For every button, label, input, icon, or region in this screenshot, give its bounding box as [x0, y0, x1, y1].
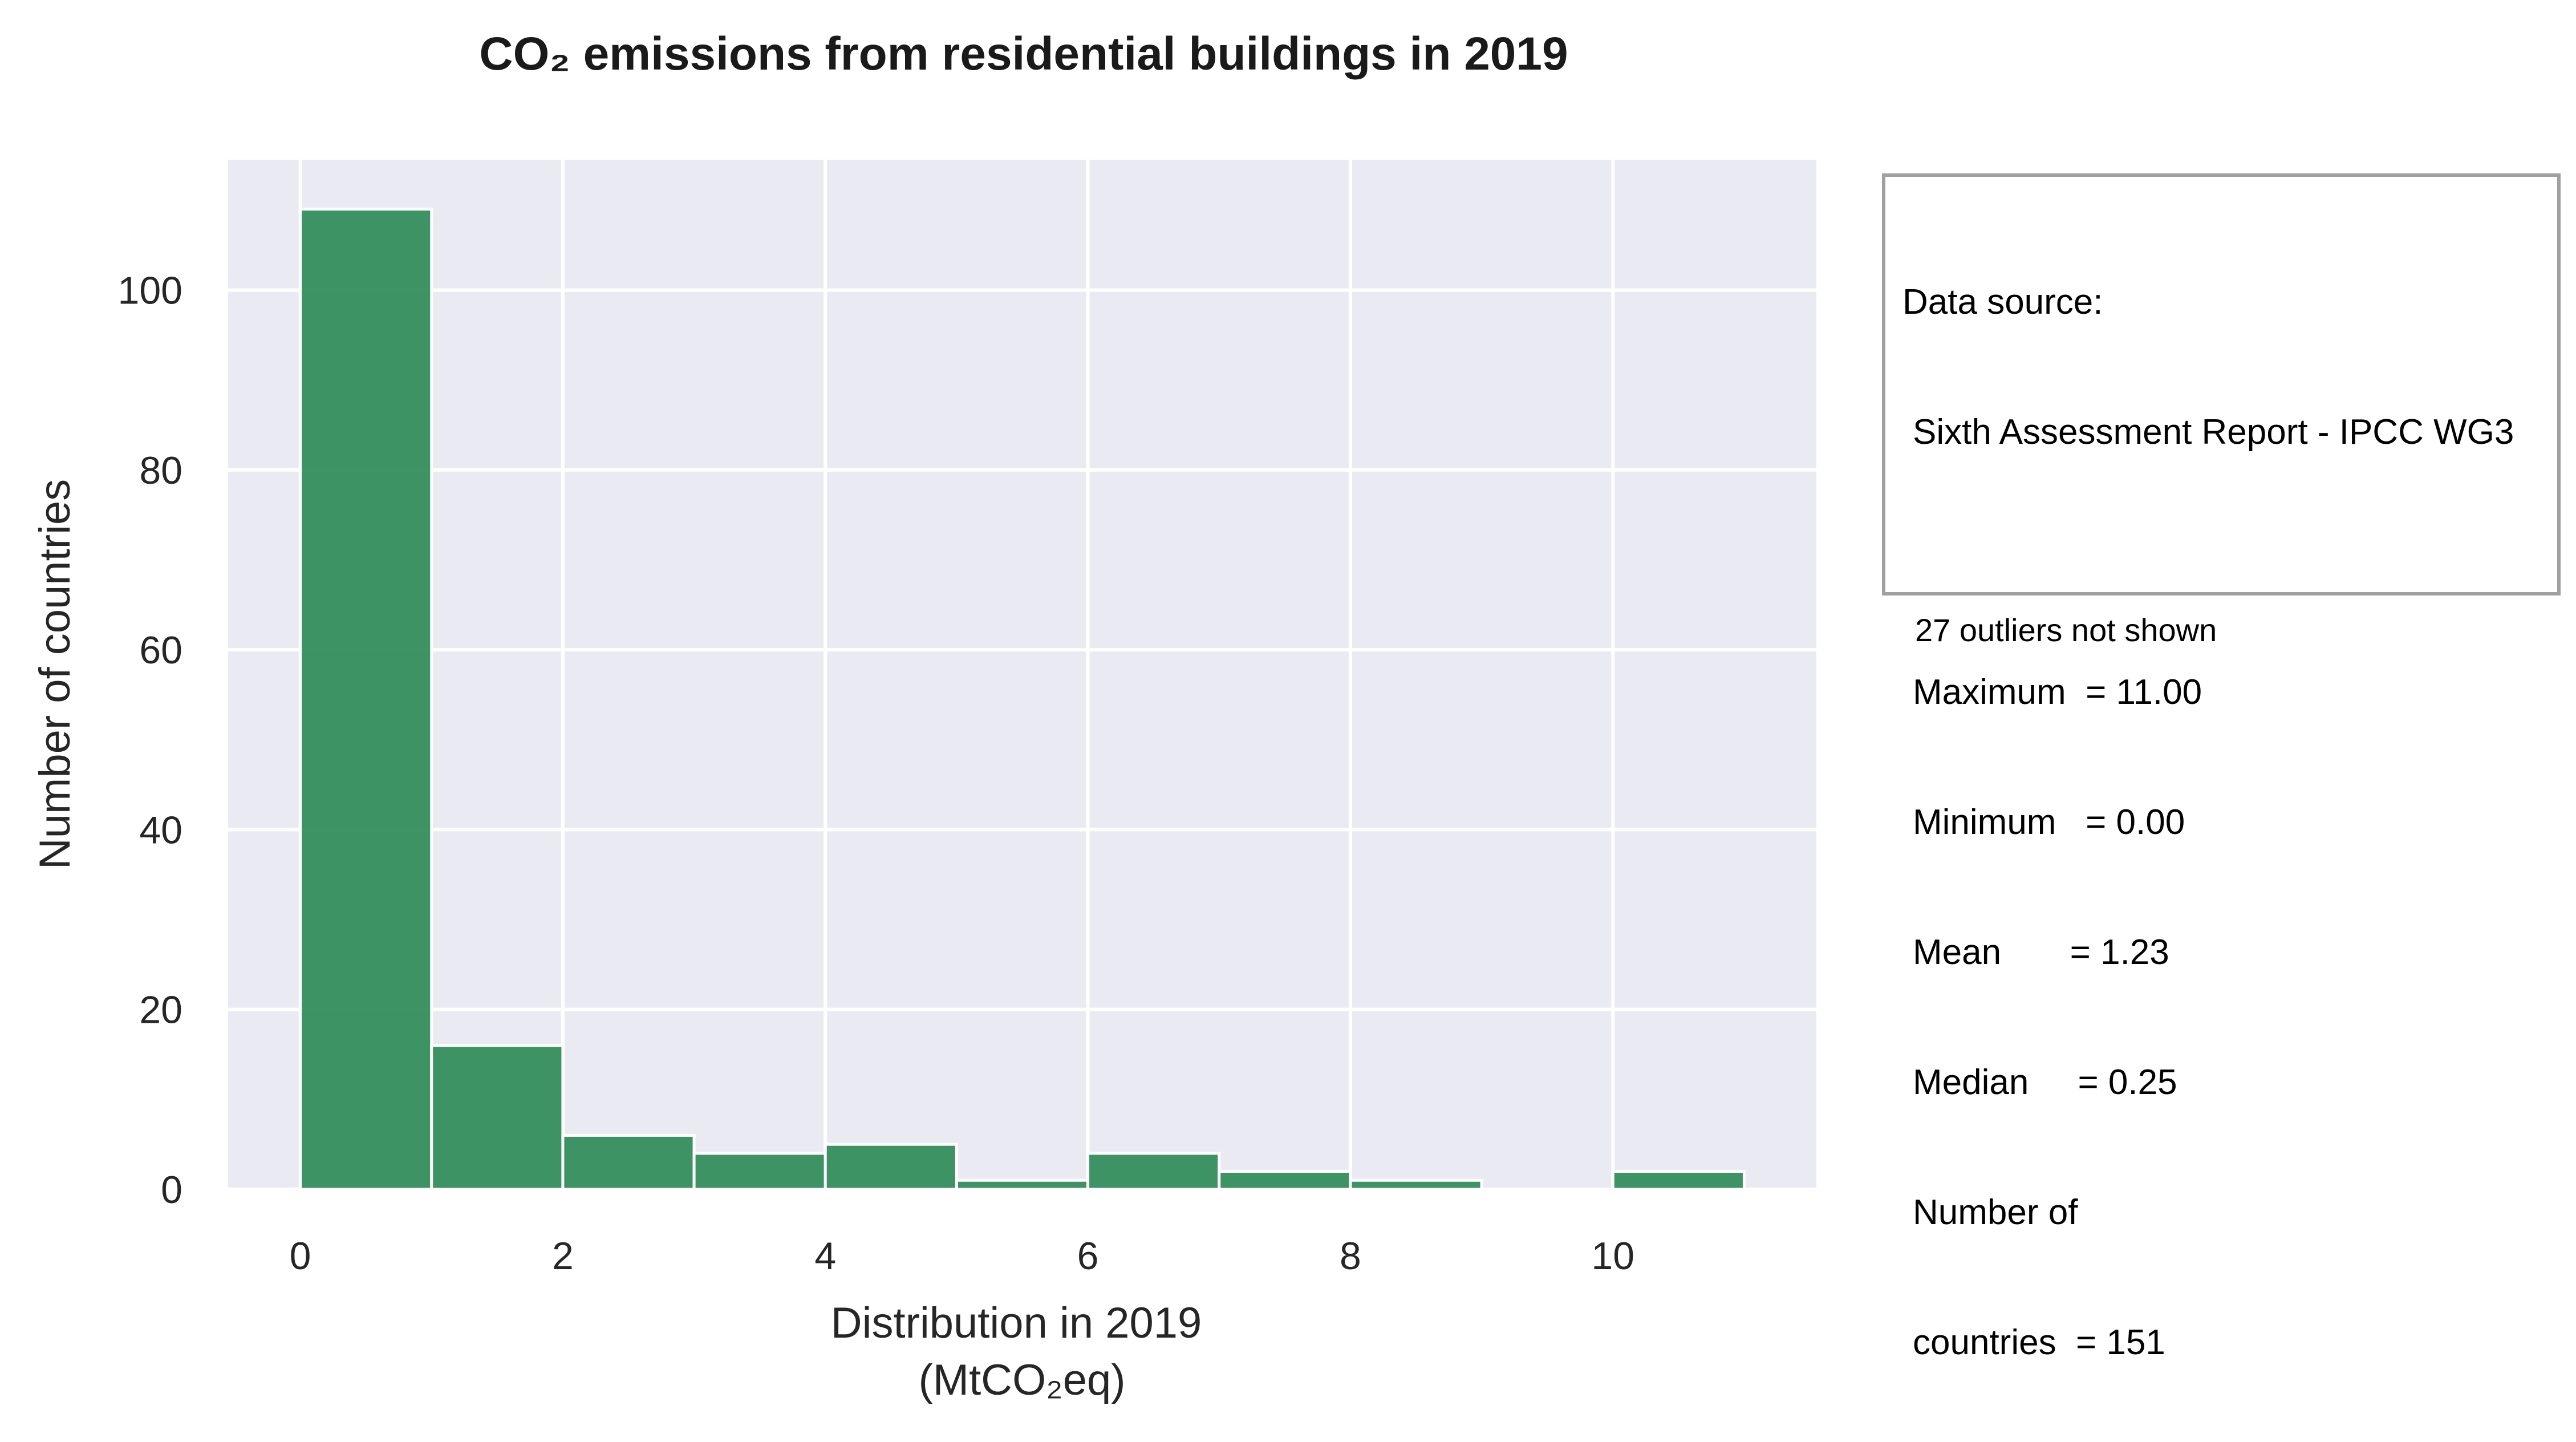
y-tick-label: 60 — [139, 629, 182, 672]
histogram-bar — [561, 1133, 696, 1191]
plot-area — [228, 160, 1816, 1189]
data-source-value: Sixth Assessment Report - IPCC WG3 — [1913, 412, 2514, 452]
stat-countries-label: Number of — [1913, 1193, 2078, 1232]
x-tick-label: 8 — [1340, 1234, 1361, 1278]
y-axis-ticks: 0 20 40 60 80 100 — [118, 269, 182, 1212]
data-source-label: Data source: — [1902, 282, 2103, 322]
y-tick-label: 100 — [118, 269, 182, 313]
x-tick-label: 4 — [814, 1234, 836, 1278]
stat-maximum: Maximum = 11.00 — [1913, 673, 2202, 712]
outlier-note: 27 outliers not shown — [1915, 612, 2217, 648]
stat-mean: Mean = 1.23 — [1913, 933, 2169, 972]
histogram-bar — [1086, 1152, 1221, 1191]
x-tick-label: 0 — [290, 1234, 311, 1278]
histogram-bar — [823, 1143, 958, 1191]
histogram-bar — [299, 208, 433, 1191]
histogram-bar — [430, 1044, 565, 1191]
y-tick-label: 0 — [161, 1168, 182, 1212]
stat-countries-value: countries = 151 — [1913, 1323, 2165, 1362]
y-tick-label: 80 — [139, 449, 182, 492]
stat-median: Median = 0.25 — [1913, 1063, 2177, 1102]
histogram-bar — [1218, 1169, 1352, 1191]
x-axis-unit-label: (MtCO₂eq) — [918, 1356, 1125, 1404]
x-tick-label: 6 — [1077, 1234, 1099, 1278]
histogram-bar — [1349, 1178, 1483, 1191]
y-tick-label: 20 — [139, 989, 182, 1032]
stat-minimum: Minimum = 0.00 — [1913, 803, 2185, 842]
statistics-info-box: Data source: Sixth Assessment Report - I… — [1882, 173, 2561, 1362]
histogram-bar — [955, 1178, 1090, 1191]
y-tick-label: 40 — [139, 808, 182, 852]
histogram-bars — [299, 208, 1746, 1191]
histogram-bar — [692, 1152, 827, 1191]
info-spacer — [1902, 541, 2546, 584]
x-axis-ticks: 0 2 4 6 8 10 — [290, 1234, 1634, 1278]
x-tick-label: 10 — [1591, 1234, 1634, 1278]
histogram-bar — [1611, 1169, 1746, 1191]
chart-title: CO₂ emissions from residential buildings… — [479, 28, 1568, 80]
x-axis-label: Distribution in 2019 — [831, 1299, 1202, 1347]
x-tick-label: 2 — [552, 1234, 574, 1278]
y-axis-label: Number of countries — [31, 479, 79, 869]
